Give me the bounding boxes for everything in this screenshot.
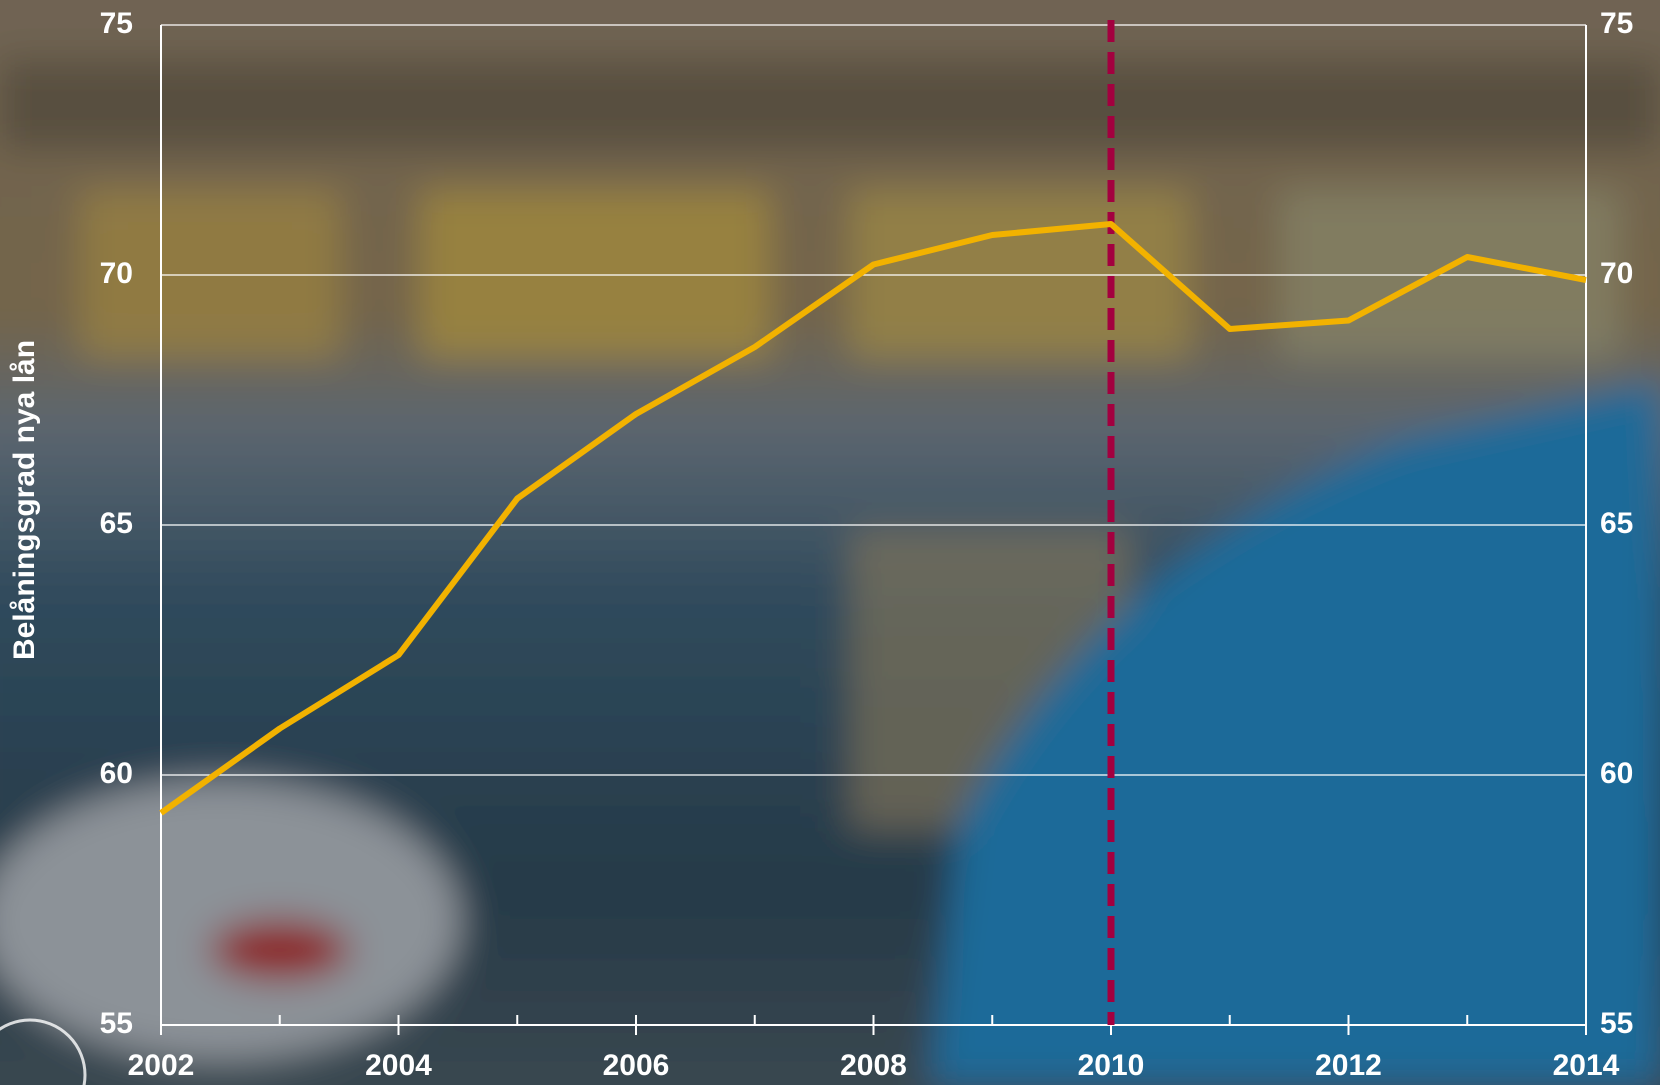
x-tick-label: 2012 (1315, 1049, 1382, 1082)
y-tick-label: 70 (100, 257, 133, 290)
y2-tick-label: 75 (1600, 7, 1633, 40)
y2-tick-label: 60 (1600, 757, 1633, 790)
y2-tick-label: 55 (1600, 1007, 1633, 1040)
logo (0, 1018, 87, 1085)
x-tick-label: 2014 (1553, 1049, 1620, 1082)
y-tick-label: 75 (100, 7, 133, 40)
x-tick-label: 2004 (365, 1049, 432, 1082)
x-tick-label: 2010 (1078, 1049, 1145, 1082)
x-tick-label: 2008 (840, 1049, 907, 1082)
x-tick-label: 2006 (603, 1049, 670, 1082)
data-line (159, 221, 1587, 816)
y-tick-label: 65 (100, 507, 133, 540)
y-tick-label: 60 (100, 757, 133, 790)
y2-tick-label: 70 (1600, 257, 1633, 290)
y-axis-label: Belåningsgrad nya lån (8, 340, 41, 660)
x-tick-label: 2002 (128, 1049, 195, 1082)
y-tick-label: 55 (100, 1007, 133, 1040)
y2-tick-label: 65 (1600, 507, 1633, 540)
